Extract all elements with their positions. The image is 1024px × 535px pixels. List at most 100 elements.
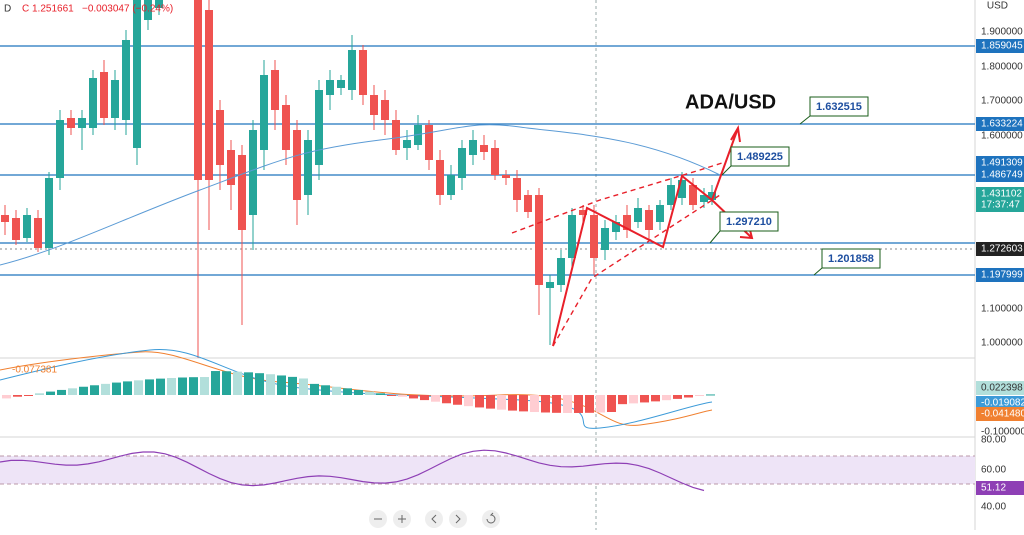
macd-bar [233, 371, 242, 395]
candle-body [524, 195, 532, 212]
candle-body [216, 110, 224, 165]
candle-body [689, 185, 697, 205]
axis-label: 1.633224 [981, 119, 1023, 130]
axis-label: 1.600000 [981, 131, 1023, 142]
axis-marker [976, 396, 1024, 410]
macd-bar [277, 375, 286, 395]
axis-label: 80.00 [981, 435, 1006, 446]
candle-body [546, 282, 554, 288]
callout-line [813, 267, 823, 276]
axis-label: -0.100000 [981, 427, 1024, 438]
axis-label: 1.100000 [981, 304, 1023, 315]
macd-bar [46, 391, 55, 395]
candle-body [458, 148, 466, 178]
callout-label: 1.632515 [816, 101, 862, 113]
macd-bar [189, 377, 198, 395]
macd-bar [244, 372, 253, 395]
macd-bar [618, 395, 627, 405]
candle-body [111, 80, 119, 118]
macd-bar [200, 377, 209, 395]
candle-body [67, 118, 75, 128]
macd-bar [90, 385, 99, 395]
axis-marker [976, 407, 1024, 421]
candle-body [370, 95, 378, 115]
callout-line [709, 230, 721, 244]
candle-body [1, 215, 9, 222]
candle-body [601, 228, 609, 250]
candle-body [513, 178, 521, 200]
macd-bar [123, 381, 132, 395]
macd-bar [409, 395, 418, 399]
candle-body [337, 80, 345, 88]
macd-bar [585, 395, 594, 413]
macd-bar [486, 395, 495, 409]
axis-marker [976, 168, 1024, 182]
macd-bar [101, 383, 110, 395]
reset[interactable] [482, 510, 500, 528]
callout-label: 1.201858 [828, 253, 874, 265]
candle-body [282, 105, 290, 150]
macd-bar [640, 395, 649, 403]
macd-bar [673, 395, 682, 399]
macd-bar [497, 395, 506, 410]
candle-body [45, 178, 53, 248]
candle-body [634, 208, 642, 222]
axis-label: 40.00 [981, 502, 1006, 513]
scroll-left[interactable] [425, 510, 443, 528]
candle-body [78, 118, 86, 128]
axis-label: 1.000000 [981, 338, 1023, 349]
macd-legend: -0.077381 [12, 365, 57, 376]
candle-body [491, 148, 499, 175]
callout-label: 1.489225 [737, 151, 783, 163]
candle-body [579, 210, 587, 215]
candle-body [612, 222, 620, 232]
candle-body [590, 215, 598, 258]
macd-bar [112, 382, 121, 395]
macd-bar [552, 395, 561, 413]
macd-bar [574, 395, 583, 413]
scroll-right[interactable] [449, 510, 467, 528]
macd-bar [310, 383, 319, 395]
axis-marker [976, 187, 1024, 201]
macd-bar [475, 395, 484, 408]
macd-bar [464, 395, 473, 407]
macd-bar [145, 379, 154, 395]
candle-body [205, 10, 213, 180]
candle-body [403, 140, 411, 148]
candle-body [480, 145, 488, 152]
ohlc: C 1.251661 [22, 4, 74, 15]
change: −0.003047 (−0.24%) [82, 4, 173, 15]
trend-line [511, 162, 723, 234]
macd-bar [68, 388, 77, 395]
macd-bar [398, 395, 407, 397]
callout-line [799, 115, 811, 125]
candle-body [326, 80, 334, 95]
macd-bar [211, 371, 220, 395]
macd-bar [442, 395, 451, 404]
candle-body [700, 195, 708, 202]
macd-bar [35, 393, 44, 395]
axis-label: 1.272603 [981, 244, 1023, 255]
macd-bar [332, 386, 341, 395]
trend-line [552, 194, 721, 347]
currency[interactable]: USD [987, 1, 1008, 12]
macd-bar [629, 395, 638, 404]
candle-body [122, 40, 130, 120]
axis-marker [976, 117, 1024, 131]
axis-label: 1.700000 [981, 96, 1023, 107]
axis-marker [976, 268, 1024, 282]
macd-bar [57, 389, 66, 395]
candle-body [436, 160, 444, 195]
candle-body [535, 195, 543, 285]
callout [730, 146, 790, 167]
candle-body [678, 180, 686, 198]
callout [821, 248, 881, 269]
macd-bar [255, 373, 264, 395]
macd-bar [706, 394, 715, 396]
candle-body [557, 258, 565, 285]
candle-body [271, 70, 279, 110]
axis-label: -0.041480 [981, 409, 1024, 420]
macd-bar [530, 395, 539, 413]
candle-body [645, 210, 653, 230]
callout-line [721, 165, 732, 176]
